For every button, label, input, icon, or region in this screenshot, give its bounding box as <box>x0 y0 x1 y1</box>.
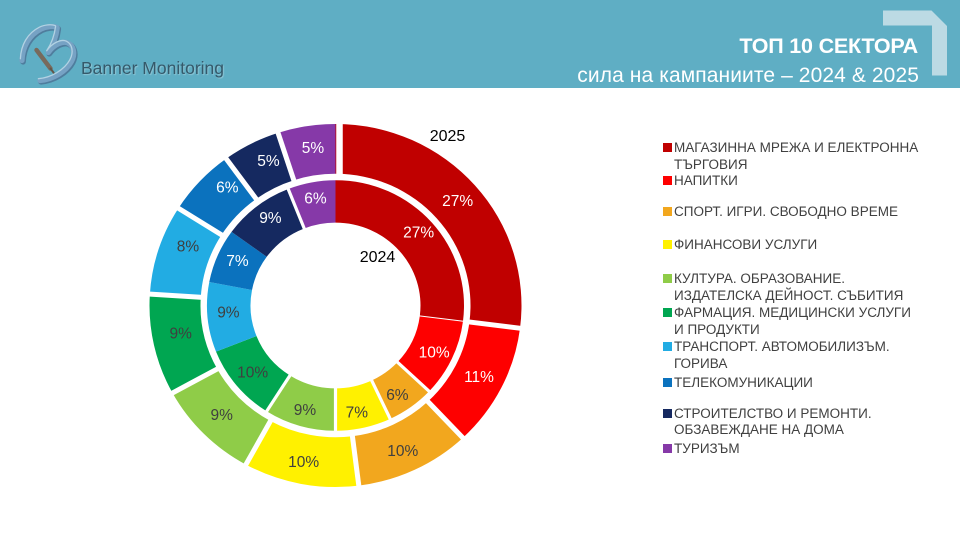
svg-text:5%: 5% <box>257 153 280 170</box>
svg-text:6%: 6% <box>216 180 239 197</box>
svg-text:9%: 9% <box>294 402 317 419</box>
svg-text:11%: 11% <box>464 369 494 386</box>
svg-text:6%: 6% <box>386 387 409 404</box>
svg-text:2025: 2025 <box>430 128 466 145</box>
svg-text:8%: 8% <box>177 239 200 256</box>
svg-text:10%: 10% <box>237 365 268 382</box>
svg-text:9%: 9% <box>217 305 240 322</box>
svg-text:2024: 2024 <box>360 249 396 266</box>
svg-text:7%: 7% <box>226 253 249 270</box>
svg-text:10%: 10% <box>288 454 319 471</box>
svg-text:9%: 9% <box>259 210 282 227</box>
svg-text:27%: 27% <box>403 225 434 242</box>
svg-text:9%: 9% <box>210 407 233 424</box>
svg-text:5%: 5% <box>302 140 325 157</box>
svg-text:6%: 6% <box>304 191 327 208</box>
svg-text:27%: 27% <box>442 193 473 210</box>
svg-text:10%: 10% <box>419 345 450 362</box>
svg-text:9%: 9% <box>169 325 192 342</box>
svg-text:7%: 7% <box>346 405 369 422</box>
svg-text:10%: 10% <box>387 443 418 460</box>
